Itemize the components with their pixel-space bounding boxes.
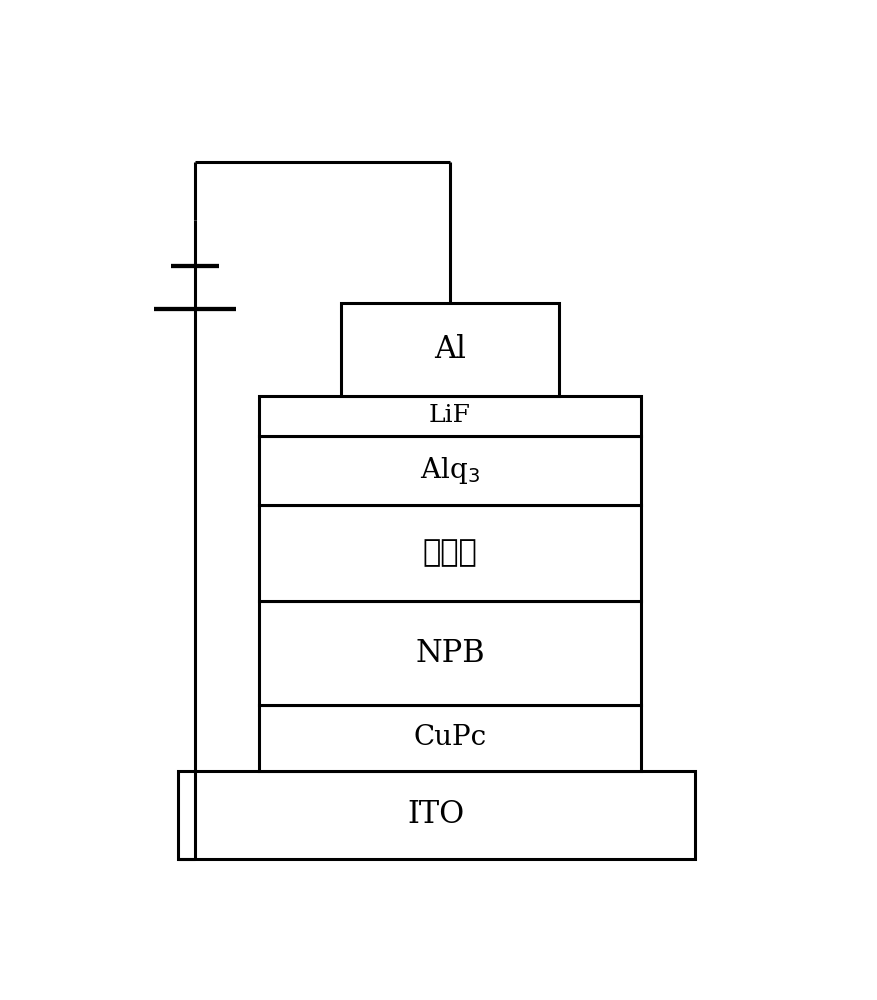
Bar [260, 601, 640, 705]
Bar [260, 436, 640, 505]
Bar [260, 396, 640, 436]
Text: NPB: NPB [415, 638, 484, 669]
Text: Alq$_3$: Alq$_3$ [419, 455, 480, 486]
Bar [260, 505, 640, 601]
Text: CuPc: CuPc [413, 724, 486, 751]
Bar [260, 705, 640, 771]
Text: ITO: ITO [407, 799, 465, 830]
Text: Al: Al [433, 334, 466, 365]
Bar [177, 771, 695, 859]
Bar [340, 303, 559, 396]
Text: 发光层: 发光层 [422, 539, 477, 568]
Text: LiF: LiF [429, 404, 470, 427]
